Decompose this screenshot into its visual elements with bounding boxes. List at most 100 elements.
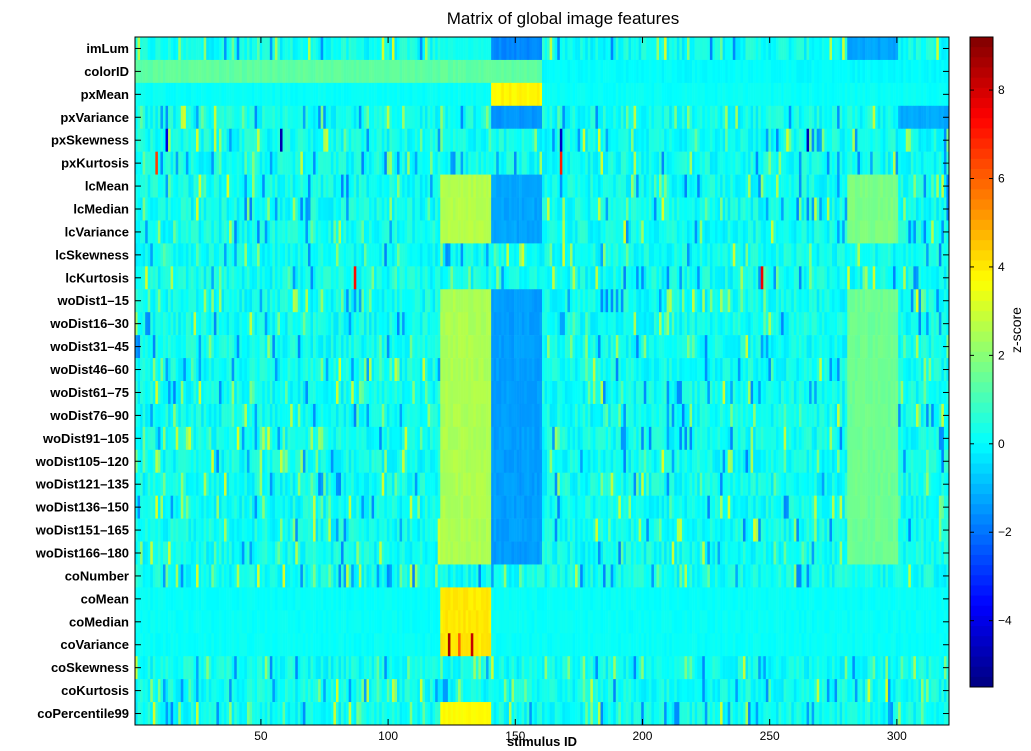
heatmap-cell bbox=[440, 289, 444, 313]
heatmap-cell bbox=[854, 105, 858, 130]
heatmap-cell bbox=[514, 358, 517, 382]
heatmap-cell bbox=[236, 174, 240, 198]
heatmap-cell bbox=[847, 197, 851, 221]
heatmap-cell bbox=[859, 128, 863, 152]
heatmap-cell bbox=[740, 151, 744, 175]
heatmap-cell bbox=[559, 37, 563, 61]
heatmap-cell bbox=[305, 358, 309, 382]
heatmap-cell bbox=[142, 59, 146, 84]
heatmap-cell bbox=[508, 174, 512, 198]
heatmap-cell bbox=[585, 220, 589, 244]
heatmap-cell bbox=[165, 37, 169, 61]
heatmap-cell bbox=[480, 312, 484, 336]
heatmap-cell bbox=[562, 197, 566, 221]
heatmap-cell bbox=[684, 335, 688, 359]
heatmap-cell bbox=[180, 197, 184, 221]
heatmap-cell bbox=[465, 312, 469, 336]
heatmap-cell bbox=[239, 289, 243, 313]
heatmap-cell bbox=[536, 37, 540, 61]
heatmap-cell bbox=[694, 59, 698, 84]
heatmap-cell bbox=[338, 151, 342, 175]
heatmap-cell bbox=[562, 312, 566, 336]
heatmap-cell bbox=[376, 128, 380, 152]
heatmap-cell bbox=[313, 37, 316, 61]
heatmap-cell bbox=[786, 335, 790, 359]
heatmap-cell bbox=[501, 312, 505, 336]
heatmap-cell bbox=[758, 358, 762, 382]
heatmap-cell bbox=[628, 289, 632, 313]
heatmap-cell bbox=[763, 82, 767, 107]
heatmap-cell bbox=[610, 105, 614, 130]
heatmap-cell bbox=[544, 105, 548, 130]
heatmap-cell bbox=[908, 358, 912, 382]
heatmap-cell bbox=[615, 381, 619, 405]
heatmap-cell bbox=[811, 358, 815, 382]
heatmap-cell bbox=[826, 220, 830, 244]
heatmap-cell bbox=[521, 128, 525, 152]
heatmap-cell bbox=[162, 59, 166, 84]
heatmap-cell bbox=[867, 151, 871, 175]
heatmap-cell bbox=[936, 289, 940, 313]
heatmap-cell bbox=[567, 82, 571, 107]
heatmap-cell bbox=[921, 289, 924, 313]
heatmap-cell bbox=[346, 335, 349, 359]
heatmap-cell bbox=[216, 381, 220, 405]
heatmap-cell bbox=[346, 312, 349, 336]
heatmap-cell bbox=[745, 128, 749, 152]
heatmap-cell bbox=[750, 174, 754, 198]
heatmap-cell bbox=[905, 37, 909, 61]
heatmap-cell bbox=[162, 243, 166, 267]
heatmap-cell bbox=[302, 151, 306, 175]
heatmap-cell bbox=[666, 266, 670, 290]
heatmap-cell bbox=[198, 37, 202, 61]
heatmap-cell bbox=[290, 289, 294, 313]
heatmap-cell bbox=[814, 105, 818, 130]
heatmap-cell bbox=[353, 59, 357, 84]
heatmap-cell bbox=[341, 82, 344, 107]
heatmap-cell bbox=[150, 82, 154, 107]
heatmap-cell bbox=[781, 243, 784, 267]
heatmap-cell bbox=[798, 105, 802, 130]
heatmap-cell bbox=[338, 243, 342, 267]
heatmap-cell bbox=[534, 381, 538, 405]
heatmap-cell bbox=[931, 335, 935, 359]
heatmap-cell bbox=[356, 358, 360, 382]
heatmap-cell bbox=[628, 37, 632, 61]
heatmap-cell bbox=[330, 105, 334, 130]
heatmap-cell bbox=[455, 220, 459, 244]
heatmap-cell bbox=[297, 105, 301, 130]
heatmap-cell bbox=[488, 381, 492, 405]
heatmap-cell bbox=[318, 37, 321, 61]
heatmap-cell bbox=[887, 197, 891, 221]
heatmap-cell bbox=[465, 197, 469, 221]
heatmap-cell bbox=[837, 128, 840, 152]
heatmap-cell bbox=[185, 197, 189, 221]
heatmap-cell bbox=[910, 243, 914, 267]
heatmap-cell bbox=[709, 289, 713, 313]
heatmap-cell bbox=[531, 151, 535, 175]
heatmap-cell bbox=[882, 358, 886, 382]
heatmap-cell bbox=[226, 289, 230, 313]
heatmap-cell bbox=[402, 243, 405, 267]
heatmap-cell bbox=[613, 105, 617, 130]
heatmap-cell bbox=[631, 105, 634, 130]
heatmap-cell bbox=[162, 105, 166, 130]
heatmap-cell bbox=[300, 335, 304, 359]
heatmap-cell bbox=[526, 37, 530, 61]
heatmap-cell bbox=[809, 105, 812, 130]
heatmap-cell bbox=[483, 243, 487, 267]
heatmap-cell bbox=[274, 381, 278, 405]
heatmap-cell bbox=[435, 151, 438, 175]
heatmap-cell bbox=[592, 128, 596, 152]
heatmap-cell bbox=[638, 151, 642, 175]
heatmap-cell bbox=[259, 358, 263, 382]
heatmap-cell bbox=[798, 266, 802, 290]
heatmap-cell bbox=[793, 151, 797, 175]
heatmap-cell bbox=[450, 197, 454, 221]
heatmap-cell bbox=[168, 312, 171, 336]
heatmap-cell bbox=[147, 312, 151, 336]
heatmap-cell bbox=[305, 82, 309, 107]
heatmap-cell bbox=[895, 220, 899, 244]
heatmap-cell bbox=[244, 128, 248, 152]
heatmap-cell bbox=[491, 128, 494, 152]
